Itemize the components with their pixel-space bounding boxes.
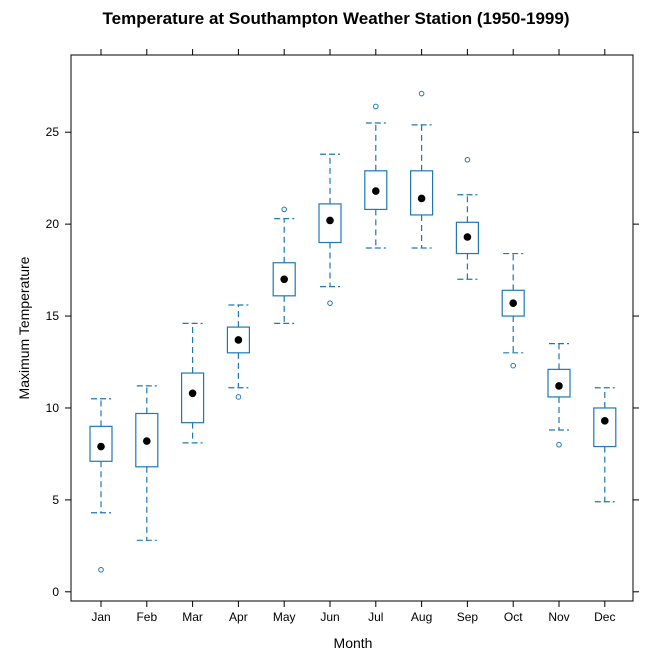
y-axis-label: Maximum Temperature: [16, 256, 32, 399]
y-axis: 0 5 10 15 20 25: [46, 125, 639, 599]
x-tick-label: Jan: [91, 610, 110, 624]
outlier-point: [510, 362, 517, 369]
x-tick-label: Aug: [411, 610, 432, 624]
x-tick-label: Nov: [548, 610, 569, 624]
median-dot: [188, 389, 197, 398]
outlier-point: [418, 90, 425, 97]
median-dot: [143, 437, 151, 445]
iqr-box: [410, 170, 434, 216]
outlier-point: [556, 441, 562, 448]
y-tick-label: 25: [46, 125, 60, 139]
x-tick-label: Oct: [504, 610, 523, 624]
box-feb: [135, 385, 159, 541]
outlier-point: [281, 206, 288, 213]
box-jan: [89, 398, 113, 573]
iqr-box: [593, 407, 617, 448]
iqr-box: [455, 221, 479, 255]
x-tick-label: Mar: [182, 610, 203, 624]
median-dot: [555, 382, 563, 390]
median-dot: [234, 336, 243, 344]
x-tick-label: May: [273, 610, 296, 624]
y-tick-label: 5: [52, 493, 59, 507]
iqr-box: [318, 203, 342, 244]
outlier-point: [464, 156, 471, 163]
iqr-box: [364, 170, 388, 211]
x-tick-label: Apr: [229, 610, 248, 624]
x-tick-label: Dec: [594, 610, 615, 624]
y-tick-label: 20: [46, 217, 60, 231]
box-may: [272, 206, 296, 325]
box-oct: [501, 252, 525, 369]
boxes: [89, 90, 617, 573]
iqr-box: [226, 326, 250, 354]
outlier-point: [327, 300, 333, 306]
median-dot: [509, 299, 517, 307]
median-dot: [326, 216, 334, 225]
iqr-box: [501, 289, 525, 317]
outlier-point: [98, 566, 104, 573]
box-aug: [410, 90, 434, 249]
x-tick-label: Jul: [368, 610, 383, 624]
median-dot: [601, 417, 609, 425]
box-apr: [226, 304, 250, 400]
box-nov: [547, 343, 571, 448]
chart-title: Temperature at Southampton Weather Stati…: [103, 9, 570, 28]
box-mar: [181, 322, 205, 444]
box-dec: [593, 387, 617, 503]
iqr-box: [181, 372, 205, 424]
iqr-box: [272, 262, 296, 297]
median-dot: [97, 442, 105, 451]
outlier-point: [373, 103, 379, 110]
x-axis: Jan Feb Mar Apr May Jun Jul Aug Sep Oct Nov Dec: [91, 49, 615, 624]
x-tick-label: Sep: [457, 610, 479, 624]
plot-frame: [70, 54, 634, 602]
median-dot: [463, 233, 472, 241]
x-tick-label: Feb: [136, 610, 157, 624]
y-tick-label: 10: [46, 401, 60, 415]
median-dot: [280, 275, 289, 284]
iqr-box: [135, 412, 159, 468]
y-tick-label: 15: [46, 309, 60, 323]
outlier-point: [235, 394, 242, 400]
x-axis-label: Month: [334, 635, 373, 651]
box-jul: [364, 103, 388, 249]
box-sep: [455, 156, 479, 280]
box-jun: [318, 153, 342, 306]
iqr-box: [547, 368, 571, 398]
x-tick-label: Jun: [320, 610, 339, 624]
median-dot: [372, 187, 380, 195]
median-dot: [417, 194, 426, 203]
iqr-box: [89, 425, 113, 462]
y-tick-label: 0: [52, 585, 59, 599]
